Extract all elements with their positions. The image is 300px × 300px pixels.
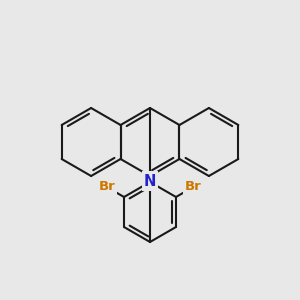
Text: Br: Br [98,181,115,194]
Text: Br: Br [185,181,202,194]
Text: N: N [144,173,156,188]
